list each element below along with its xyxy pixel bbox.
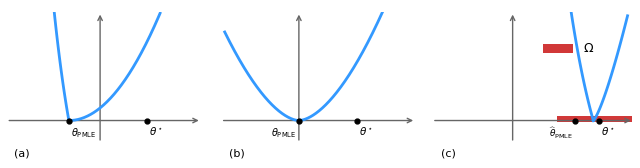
Text: $\widehat{\theta}_{\mathrm{PMLE}}$: $\widehat{\theta}_{\mathrm{PMLE}}$	[549, 126, 573, 141]
Text: $\theta_{\mathrm{PMLE}}$: $\theta_{\mathrm{PMLE}}$	[271, 126, 297, 140]
Text: $\theta_{\mathrm{PMLE}}$: $\theta_{\mathrm{PMLE}}$	[71, 126, 97, 140]
Text: $\Omega$: $\Omega$	[583, 42, 595, 55]
Bar	[543, 44, 573, 53]
Text: (a): (a)	[14, 148, 30, 158]
Text: $\theta^\star$: $\theta^\star$	[149, 126, 163, 138]
Bar	[557, 116, 632, 122]
Text: (b): (b)	[228, 148, 244, 158]
Text: $\theta^\star$: $\theta^\star$	[602, 126, 616, 138]
Text: (c): (c)	[441, 148, 456, 158]
Text: $\theta^\star$: $\theta^\star$	[360, 126, 374, 138]
